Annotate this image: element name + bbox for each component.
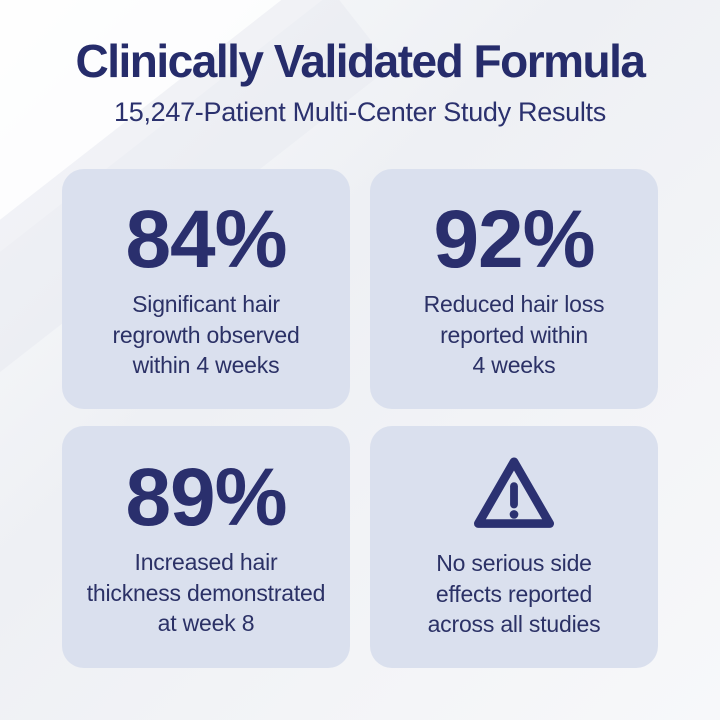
- warning-triangle-icon: [470, 454, 558, 534]
- stat-card-thickness: 89% Increased hair thickness demonstrate…: [62, 426, 350, 668]
- page-title: Clinically Validated Formula: [75, 35, 646, 87]
- header: Clinically Validated Formula 15,247-Pati…: [0, 0, 720, 128]
- stat-description-regrowth: Significant hair regrowth observed withi…: [112, 291, 300, 378]
- stat-card-regrowth: 84% Significant hair regrowth observed w…: [62, 169, 350, 409]
- stat-description-thickness: Increased hair thickness demonstrated at…: [86, 549, 326, 636]
- stat-card-safety: No serious side effects reported across …: [370, 426, 658, 668]
- stats-grid: 84% Significant hair regrowth observed w…: [62, 169, 658, 668]
- stat-value-regrowth: 84%: [125, 193, 287, 285]
- stat-description-safety: No serious side effects reported across …: [427, 550, 601, 638]
- page-subtitle: 15,247-Patient Multi-Center Study Result…: [114, 96, 606, 127]
- stat-description-hair-loss: Reduced hair loss reported within 4 week…: [423, 291, 605, 378]
- stat-card-hair-loss: 92% Reduced hair loss reported within 4 …: [370, 169, 658, 409]
- stat-value-hair-loss: 92%: [433, 193, 595, 285]
- stat-value-thickness: 89%: [125, 451, 287, 543]
